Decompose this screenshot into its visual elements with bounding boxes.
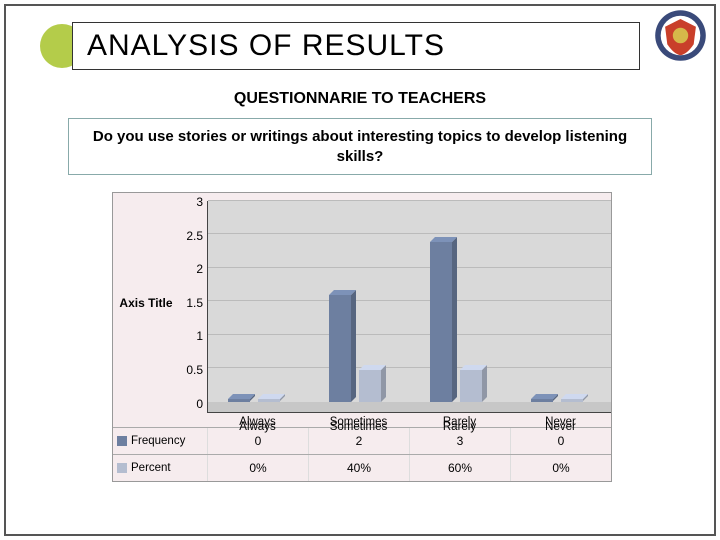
institution-logo-icon xyxy=(653,8,708,63)
bar-group xyxy=(212,399,301,401)
subtitle: QUESTIONNARIE TO TEACHERS xyxy=(0,90,720,108)
question-box: Do you use stories or writings about int… xyxy=(68,118,652,175)
chart-container: Axis Title 3 2.5 2 1.5 1 0.5 0 AlwaysAlw… xyxy=(112,192,612,482)
ytick: 0 xyxy=(196,397,203,411)
gridline xyxy=(208,233,611,234)
bar xyxy=(561,399,587,401)
x-axis-label: RarelyRarely xyxy=(409,413,510,427)
x-axis-labels: AlwaysAlwaysSometimesSometimesRarelyRare… xyxy=(113,413,611,427)
x-axis-label: AlwaysAlways xyxy=(207,413,308,427)
bar xyxy=(460,370,486,402)
legend-label: Frequency xyxy=(131,435,185,447)
plot-area xyxy=(207,201,611,413)
page-title: ANALYSIS OF RESULTS xyxy=(72,22,640,70)
bar-group xyxy=(414,242,503,402)
bar xyxy=(531,399,557,401)
data-cell: 0% xyxy=(510,455,611,481)
y-axis-ticks: 3 2.5 2 1.5 1 0.5 0 xyxy=(179,193,207,413)
gridline xyxy=(208,334,611,335)
legend-cell: Percent xyxy=(113,455,207,481)
ytick: 2.5 xyxy=(186,229,203,243)
legend-swatch-icon xyxy=(117,463,127,473)
bar xyxy=(228,399,254,401)
gridline xyxy=(208,200,611,201)
ytick: 2 xyxy=(196,262,203,276)
data-cell: 40% xyxy=(308,455,409,481)
bar xyxy=(329,295,355,402)
title-row: ANALYSIS OF RESULTS xyxy=(40,22,640,70)
bar xyxy=(430,242,456,402)
ytick: 1 xyxy=(196,329,203,343)
x-axis-label: NeverNever xyxy=(510,413,611,427)
table-row: Percent0%40%60%0% xyxy=(113,454,611,481)
bar xyxy=(258,399,284,401)
data-table: Frequency0230Percent0%40%60%0% xyxy=(113,427,611,481)
gridline xyxy=(208,367,611,368)
data-cell: 0% xyxy=(207,455,308,481)
ytick: 0.5 xyxy=(186,363,203,377)
x-axis-label: SometimesSometimes xyxy=(308,413,409,427)
bar-group xyxy=(514,399,603,401)
ytick: 3 xyxy=(196,195,203,209)
gridline xyxy=(208,300,611,301)
legend-label: Percent xyxy=(131,462,171,474)
bar xyxy=(359,370,385,402)
data-cell: 60% xyxy=(409,455,510,481)
legend-swatch-icon xyxy=(117,436,127,446)
bar-group xyxy=(313,295,402,402)
y-axis-title: Axis Title xyxy=(113,193,179,413)
legend-cell: Frequency xyxy=(113,428,207,454)
gridline xyxy=(208,267,611,268)
ytick: 1.5 xyxy=(186,296,203,310)
